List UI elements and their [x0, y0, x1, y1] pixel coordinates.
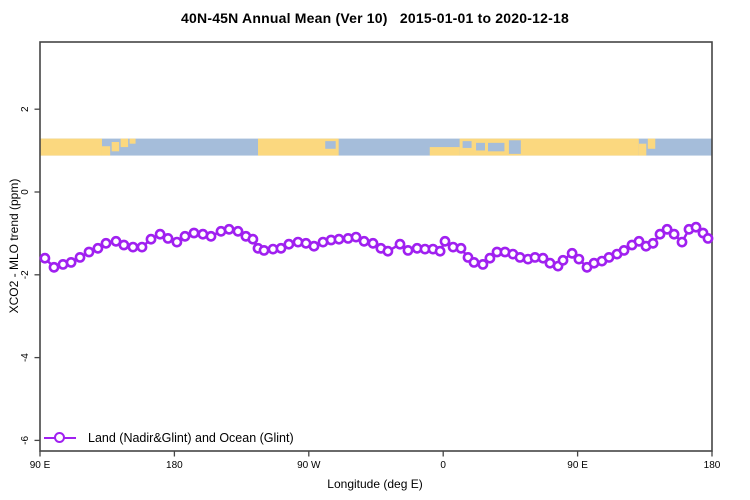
y-tick-label: 0 [20, 189, 31, 195]
data-point-marker [402, 244, 414, 256]
land-ocean-map-strip [40, 138, 712, 156]
legend-label: Land (Nadir&Glint) and Ocean (Glint) [88, 430, 294, 445]
land-patch [40, 138, 102, 156]
ocean-patch [488, 142, 505, 152]
data-point-marker [367, 237, 379, 249]
data-point-marker [618, 244, 630, 256]
y-tick-label: -2 [20, 270, 31, 279]
land-patch [459, 138, 639, 156]
data-point-marker [92, 242, 104, 254]
ocean-patch [508, 140, 521, 154]
data-point-marker [477, 258, 489, 270]
ocean-patch [462, 141, 472, 148]
data-point-marker [83, 246, 95, 258]
data-point-marker [145, 233, 157, 245]
data-point-marker [647, 237, 659, 249]
data-point-marker [162, 232, 174, 244]
y-tick-label: -4 [20, 353, 31, 362]
data-point-marker [127, 241, 139, 253]
data-point-marker [258, 244, 270, 256]
data-point-marker [633, 235, 645, 247]
data-point-marker [232, 225, 244, 237]
x-tick-label: 0 [440, 460, 446, 471]
land-patch [638, 143, 647, 156]
y-tick-label: 2 [20, 106, 31, 112]
data-point-marker [39, 252, 51, 264]
ocean-patch [476, 142, 486, 151]
data-point-marker [358, 235, 370, 247]
data-point-marker [661, 223, 673, 235]
data-point-marker [154, 228, 166, 240]
chart-title: 40N-45N Annual Mean (Ver 10) 2015-01-01 … [181, 10, 569, 26]
y-tick-label: -6 [20, 436, 31, 445]
data-point-marker [48, 261, 60, 273]
land-patch [120, 138, 129, 148]
data-point-marker [74, 251, 86, 263]
land-patch [129, 138, 136, 144]
data-point-marker [118, 239, 130, 251]
data-point-marker [573, 253, 585, 265]
data-point-marker [179, 230, 191, 242]
data-point-marker [205, 230, 217, 242]
ocean-patch [325, 141, 336, 149]
data-point-marker [668, 228, 680, 240]
data-point-marker [434, 245, 446, 257]
legend: Land (Nadir&Glint) and Ocean (Glint) [44, 430, 294, 445]
x-axis-label: Longitude (deg E) [327, 477, 423, 491]
data-point-marker [171, 236, 183, 248]
data-point-marker [439, 235, 451, 247]
land-patch [429, 147, 460, 156]
land-patch [101, 146, 111, 156]
data-point-marker [566, 247, 578, 259]
data-point-marker [468, 256, 480, 268]
data-point-marker [394, 238, 406, 250]
data-point-marker [65, 256, 77, 268]
data-point-marker [676, 236, 688, 248]
data-point-marker [247, 233, 259, 245]
data-point-marker [308, 240, 320, 252]
data-point-marker [537, 252, 549, 264]
land-patch [647, 138, 656, 149]
data-point-marker [223, 223, 235, 235]
data-point-marker [654, 228, 666, 240]
data-point-marker [100, 237, 112, 249]
data-point-marker [188, 227, 200, 239]
data-point-marker [275, 242, 287, 254]
x-tick-label: 180 [704, 460, 721, 471]
data-series [39, 221, 714, 273]
data-point-marker [333, 233, 345, 245]
data-point-marker [455, 242, 467, 254]
x-tick-label: 180 [166, 460, 183, 471]
land-patch [111, 141, 120, 152]
data-point-marker [690, 221, 702, 233]
data-point-marker [136, 241, 148, 253]
axes: 90 E 180 90 W 0 90 E 180 2 0 -2 -4 -6 [20, 41, 721, 471]
data-point-marker [382, 245, 394, 257]
legend-line-marker-icon [44, 430, 76, 445]
y-axis-label: XCO2 - MLO trend (ppm) [7, 178, 21, 314]
x-tick-label: 90 W [297, 460, 321, 471]
x-tick-label: 90 E [567, 460, 588, 471]
land-patch [258, 138, 339, 156]
x-tick-label: 90 E [30, 460, 51, 471]
data-point-marker [283, 238, 295, 250]
data-point-marker [557, 254, 569, 266]
data-point-marker [702, 232, 714, 244]
data-point-marker [484, 252, 496, 264]
data-point-marker [350, 231, 362, 243]
